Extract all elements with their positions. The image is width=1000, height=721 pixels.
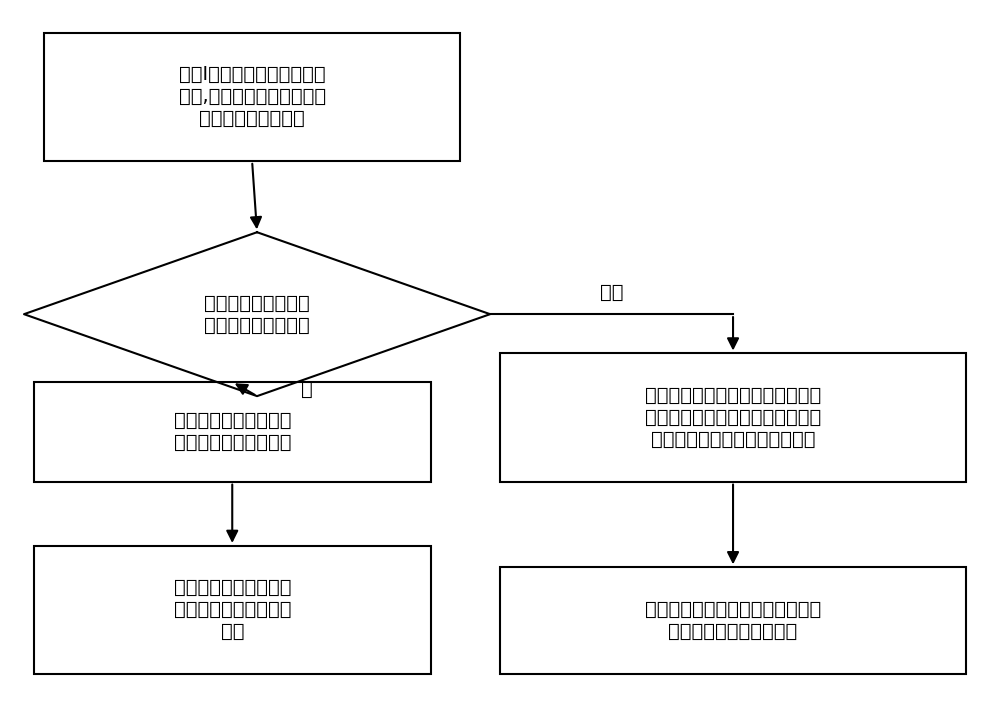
Bar [34, 546, 431, 674]
Text: 对非I帧图像，解析压缩数据
码流,获得当前图像是否是几
乎完全静止帧的标识: 对非I帧图像，解析压缩数据 码流,获得当前图像是否是几 乎完全静止帧的标识 [179, 66, 326, 128]
Text: 解析压缩数据码流，获
得预设的编码模式信息: 解析压缩数据码流，获 得预设的编码模式信息 [174, 411, 291, 452]
Text: 当前帧跟前一帧图像
是几乎完全静止帧？: 当前帧跟前一帧图像 是几乎完全静止帧？ [204, 293, 310, 335]
Text: 将每个解码单元的编码模式设置为
解析出来的最优编码模式: 将每个解码单元的编码模式设置为 解析出来的最优编码模式 [645, 600, 821, 641]
Bar [44, 32, 460, 161]
Text: 是: 是 [301, 379, 313, 399]
Text: 不是: 不是 [600, 283, 623, 302]
Polygon shape [24, 232, 490, 396]
Bar [500, 353, 966, 482]
Text: 解析压缩数据码流，获得预设按照
原来的解码方法解析划分信息和每
个编码单元的最优编码模式信息: 解析压缩数据码流，获得预设按照 原来的解码方法解析划分信息和每 个编码单元的最优… [645, 386, 821, 449]
Bar [500, 567, 966, 674]
Bar [34, 382, 431, 482]
Text: 将每个解码单元的编码
模式设置为预设的编码
模式: 将每个解码单元的编码 模式设置为预设的编码 模式 [174, 578, 291, 642]
